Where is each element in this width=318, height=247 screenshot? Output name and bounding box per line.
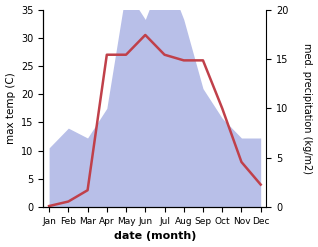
- Y-axis label: med. precipitation (kg/m2): med. precipitation (kg/m2): [302, 43, 313, 174]
- X-axis label: date (month): date (month): [114, 231, 196, 242]
- Y-axis label: max temp (C): max temp (C): [5, 72, 16, 144]
